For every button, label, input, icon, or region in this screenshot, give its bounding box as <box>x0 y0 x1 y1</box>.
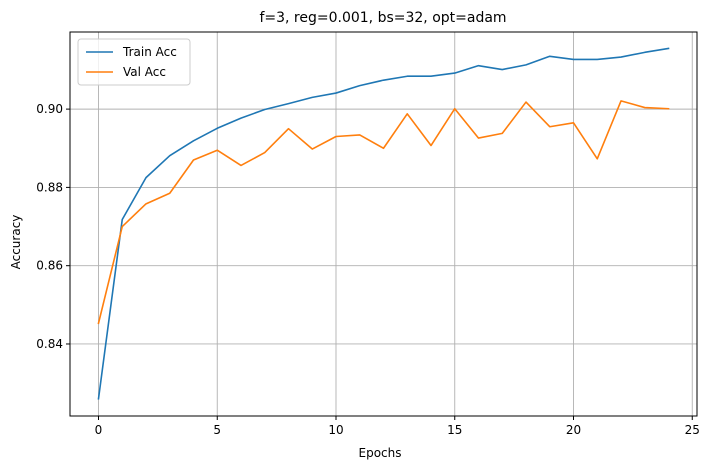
y-axis-label: Accuracy <box>9 215 23 270</box>
y-tick-label: 0.86 <box>36 259 63 273</box>
x-tick-label: 15 <box>447 423 462 437</box>
x-tick-label: 5 <box>213 423 221 437</box>
series-lines <box>97 47 670 400</box>
chart-title: f=3, reg=0.001, bs=32, opt=adam <box>259 10 506 26</box>
series-line-train-acc <box>97 47 670 400</box>
legend-box <box>77 38 191 86</box>
x-axis-label: Epochs <box>359 446 402 460</box>
axis-ticks: 0 5 10 15 20 25 0.84 0.86 0.88 0.90 <box>36 102 700 437</box>
legend-label-val-acc: Val Acc <box>123 65 166 79</box>
series-line-val-acc <box>97 100 670 325</box>
legend: Train Acc Val Acc <box>77 38 191 86</box>
x-tick-label: 25 <box>685 423 700 437</box>
y-tick-label: 0.84 <box>36 337 63 351</box>
y-tick-label: 0.90 <box>36 102 63 116</box>
x-tick-label: 10 <box>328 423 343 437</box>
legend-label-train-acc: Train Acc <box>122 45 177 59</box>
y-tick-label: 0.88 <box>36 180 63 194</box>
x-tick-label: 20 <box>566 423 581 437</box>
plot-frame <box>69 31 698 417</box>
x-tick-label: 0 <box>95 423 103 437</box>
